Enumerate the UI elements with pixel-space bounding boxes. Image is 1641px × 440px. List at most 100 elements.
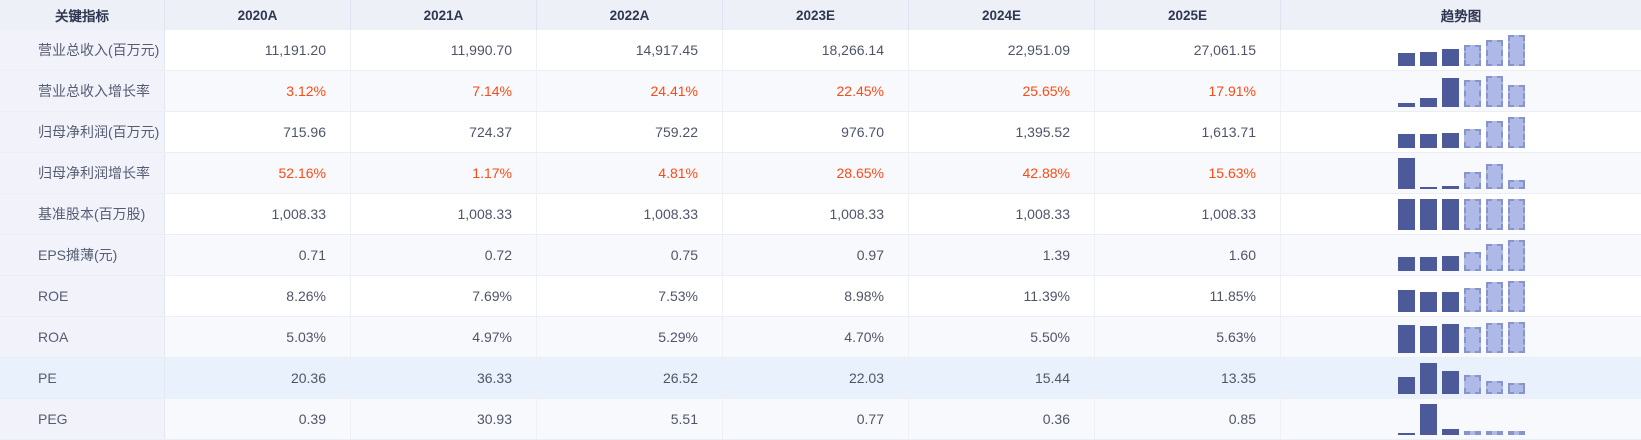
value-cell: 4.81% bbox=[537, 153, 723, 193]
trend-bar-estimate bbox=[1485, 40, 1503, 66]
table-row[interactable]: 营业总收入(百万元) 11,191.20 11,990.70 14,917.45 18,… bbox=[0, 30, 1641, 71]
trend-bar-actual bbox=[1441, 186, 1459, 189]
value-cell: 0.36 bbox=[909, 399, 1095, 439]
trend-mini-bar-chart bbox=[1397, 404, 1525, 435]
trend-cell bbox=[1281, 153, 1641, 193]
value-cell: 25.65% bbox=[909, 71, 1095, 111]
table-row[interactable]: 归母净利润(百万元) 715.96 724.37 759.22 976.70 1,395.… bbox=[0, 112, 1641, 153]
value-cell: 11,191.20 bbox=[165, 30, 351, 70]
trend-mini-bar-chart bbox=[1397, 240, 1525, 271]
trend-bar-estimate bbox=[1485, 121, 1503, 148]
column-header-2022a: 2022A bbox=[537, 0, 723, 30]
value-cell: 1,008.33 bbox=[351, 194, 537, 234]
trend-bar-actual bbox=[1419, 98, 1437, 107]
trend-bar-actual bbox=[1419, 326, 1437, 353]
value-cell: 28.65% bbox=[723, 153, 909, 193]
column-header-trend-chart: 趋势图 bbox=[1281, 0, 1641, 30]
trend-bar-actual bbox=[1397, 325, 1415, 353]
table-row[interactable]: PEG 0.39 30.93 5.51 0.77 0.36 0.85 bbox=[0, 399, 1641, 440]
trend-bar-estimate bbox=[1485, 244, 1503, 271]
value-cell: 52.16% bbox=[165, 153, 351, 193]
column-header-2024e: 2024E bbox=[909, 0, 1095, 30]
value-cell: 30.93 bbox=[351, 399, 537, 439]
trend-bar-actual bbox=[1441, 371, 1459, 394]
table-row[interactable]: 基准股本(百万股) 1,008.33 1,008.33 1,008.33 1,008.3… bbox=[0, 194, 1641, 235]
trend-bar-actual bbox=[1397, 433, 1415, 435]
table-body: 营业总收入(百万元) 11,191.20 11,990.70 14,917.45 18,… bbox=[0, 30, 1641, 440]
value-cell: 5.03% bbox=[165, 317, 351, 357]
trend-bar-estimate bbox=[1463, 252, 1481, 271]
table-header-row: 关键指标 2020A 2021A 2022A 2023E 2024E 2025E 趋势图 bbox=[0, 0, 1641, 30]
trend-mini-bar-chart bbox=[1397, 76, 1525, 107]
table-row[interactable]: EPS摊薄(元) 0.71 0.72 0.75 0.97 1.39 1.60 bbox=[0, 235, 1641, 276]
value-cell: 5.50% bbox=[909, 317, 1095, 357]
column-header-2021a: 2021A bbox=[351, 0, 537, 30]
value-cell: 22,951.09 bbox=[909, 30, 1095, 70]
value-cell: 22.45% bbox=[723, 71, 909, 111]
trend-bar-actual bbox=[1441, 49, 1459, 66]
value-cell: 1,008.33 bbox=[537, 194, 723, 234]
value-cell: 1,395.52 bbox=[909, 112, 1095, 152]
value-cell: 7.53% bbox=[537, 276, 723, 316]
value-cell: 0.39 bbox=[165, 399, 351, 439]
value-cell: 22.03 bbox=[723, 358, 909, 398]
trend-bar-estimate bbox=[1463, 431, 1481, 435]
value-cell: 5.63% bbox=[1095, 317, 1281, 357]
trend-bar-actual bbox=[1441, 78, 1459, 107]
value-cell: 27,061.15 bbox=[1095, 30, 1281, 70]
trend-bar-estimate bbox=[1463, 199, 1481, 230]
value-cell: 4.70% bbox=[723, 317, 909, 357]
table-row[interactable]: ROA 5.03% 4.97% 5.29% 4.70% 5.50% 5.63% bbox=[0, 317, 1641, 358]
trend-cell bbox=[1281, 317, 1641, 357]
trend-mini-bar-chart bbox=[1397, 199, 1525, 230]
column-header-2023e: 2023E bbox=[723, 0, 909, 30]
trend-cell bbox=[1281, 30, 1641, 70]
value-cell: 976.70 bbox=[723, 112, 909, 152]
trend-bar-actual bbox=[1397, 134, 1415, 148]
trend-bar-actual bbox=[1397, 53, 1415, 66]
table-row[interactable]: ROE 8.26% 7.69% 7.53% 8.98% 11.39% 11.85% bbox=[0, 276, 1641, 317]
value-cell: 7.14% bbox=[351, 71, 537, 111]
trend-bar-estimate bbox=[1507, 180, 1525, 189]
value-cell: 1.39 bbox=[909, 235, 1095, 275]
indicator-label: 归母净利润增长率 bbox=[0, 153, 165, 193]
table-row[interactable]: PE 20.36 36.33 26.52 22.03 15.44 13.35 bbox=[0, 358, 1641, 399]
value-cell: 1,613.71 bbox=[1095, 112, 1281, 152]
trend-bar-estimate bbox=[1463, 80, 1481, 107]
trend-bar-actual bbox=[1441, 292, 1459, 312]
value-cell: 715.96 bbox=[165, 112, 351, 152]
indicator-label: EPS摊薄(元) bbox=[0, 235, 165, 275]
trend-bar-actual bbox=[1397, 257, 1415, 271]
value-cell: 1,008.33 bbox=[165, 194, 351, 234]
trend-bar-actual bbox=[1397, 199, 1415, 230]
trend-cell bbox=[1281, 276, 1641, 316]
value-cell: 17.91% bbox=[1095, 71, 1281, 111]
value-cell: 11.85% bbox=[1095, 276, 1281, 316]
trend-mini-bar-chart bbox=[1397, 281, 1525, 312]
trend-bar-actual bbox=[1419, 134, 1437, 148]
trend-bar-actual bbox=[1419, 187, 1437, 189]
trend-bar-actual bbox=[1419, 292, 1437, 312]
value-cell: 1,008.33 bbox=[1095, 194, 1281, 234]
value-cell: 5.29% bbox=[537, 317, 723, 357]
trend-bar-estimate bbox=[1485, 381, 1503, 394]
value-cell: 759.22 bbox=[537, 112, 723, 152]
value-cell: 42.88% bbox=[909, 153, 1095, 193]
indicator-label: 归母净利润(百万元) bbox=[0, 112, 165, 152]
value-cell: 1.60 bbox=[1095, 235, 1281, 275]
trend-bar-actual bbox=[1441, 199, 1459, 230]
trend-bar-estimate bbox=[1507, 383, 1525, 394]
value-cell: 24.41% bbox=[537, 71, 723, 111]
trend-mini-bar-chart bbox=[1397, 322, 1525, 353]
trend-bar-actual bbox=[1419, 52, 1437, 66]
indicator-label: 基准股本(百万股) bbox=[0, 194, 165, 234]
column-header-key-indicator: 关键指标 bbox=[0, 0, 165, 30]
table-row[interactable]: 营业总收入增长率 3.12% 7.14% 24.41% 22.45% 25.65% 17.9… bbox=[0, 71, 1641, 112]
value-cell: 15.63% bbox=[1095, 153, 1281, 193]
trend-mini-bar-chart bbox=[1397, 117, 1525, 148]
trend-cell bbox=[1281, 71, 1641, 111]
value-cell: 4.97% bbox=[351, 317, 537, 357]
value-cell: 0.97 bbox=[723, 235, 909, 275]
table-row[interactable]: 归母净利润增长率 52.16% 1.17% 4.81% 28.65% 42.88% 15.6… bbox=[0, 153, 1641, 194]
